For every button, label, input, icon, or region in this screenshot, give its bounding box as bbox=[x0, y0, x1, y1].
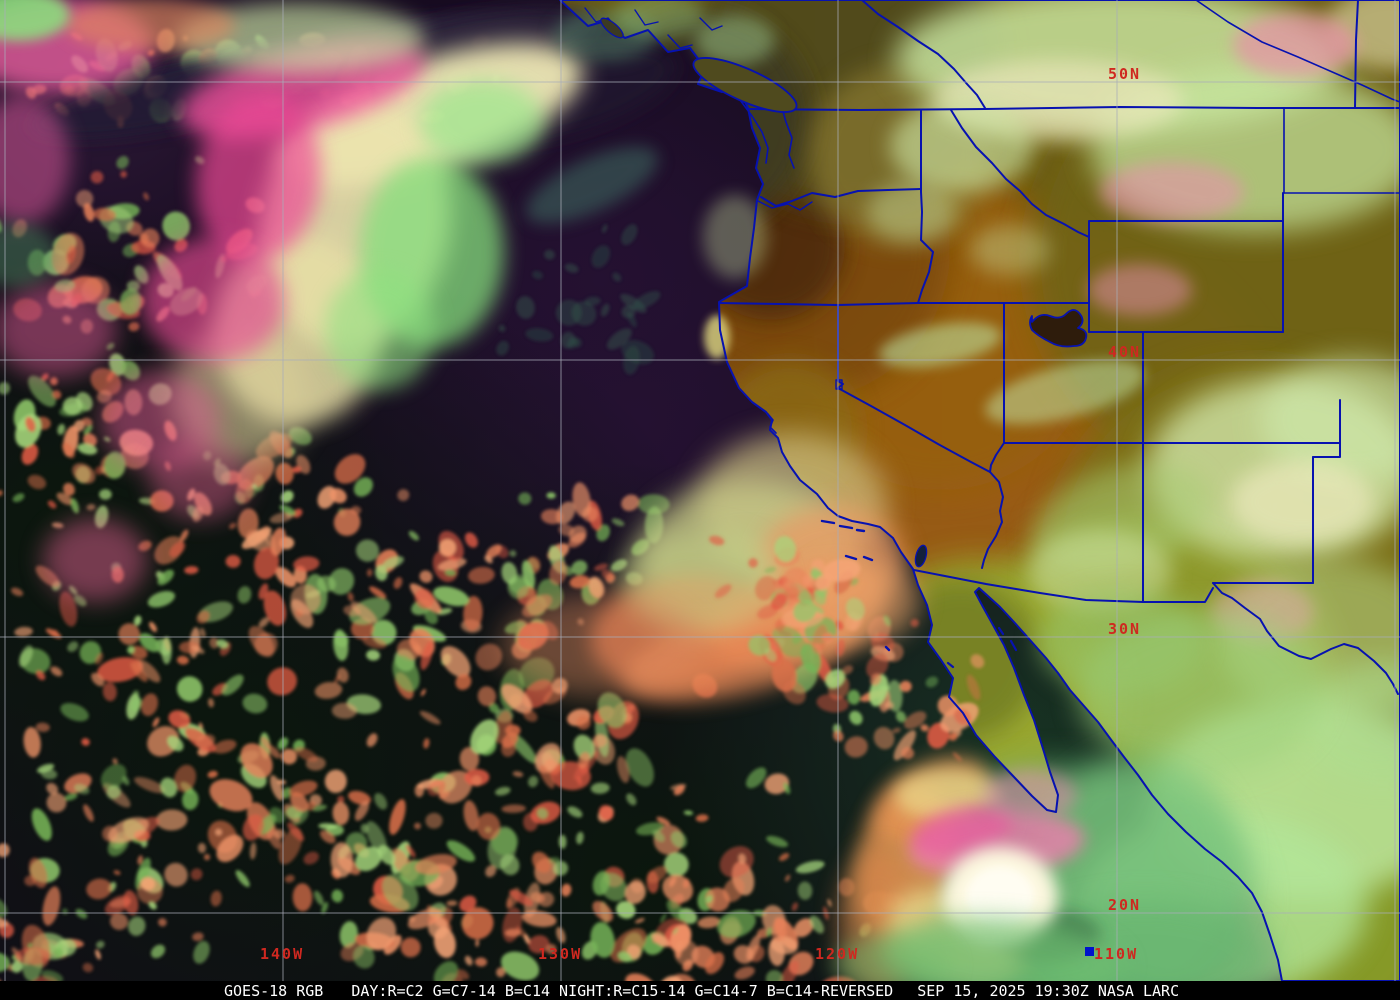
puget-sound bbox=[781, 107, 795, 169]
great-salt-lake bbox=[1029, 309, 1088, 348]
id-mt-border bbox=[950, 109, 1090, 238]
latitude-label: 40N bbox=[1108, 343, 1142, 361]
longitude-label: 140W bbox=[260, 945, 305, 963]
us-mexico-border bbox=[913, 569, 1214, 603]
vancouver-island bbox=[692, 57, 798, 113]
caption-timestamp: SEP 15, 2025 19:30Z NASA LARC bbox=[917, 981, 1180, 1000]
rio-grande bbox=[1212, 582, 1399, 695]
wa-id-or-border bbox=[917, 110, 934, 304]
bc-ab-border bbox=[861, 0, 986, 109]
columbia-river bbox=[757, 200, 813, 211]
sf-bay bbox=[767, 413, 777, 434]
state-border-layer bbox=[559, 0, 1400, 982]
co-east-border bbox=[1312, 399, 1341, 458]
wa-or-border bbox=[760, 188, 922, 207]
parallel-42n-borders bbox=[718, 302, 1090, 306]
longitude-label: 130W bbox=[538, 945, 583, 963]
latitude-label: 20N bbox=[1108, 896, 1142, 914]
coastal-island bbox=[600, 17, 624, 39]
data-marker-square bbox=[1085, 947, 1094, 956]
longitude-label: 120W bbox=[815, 945, 860, 963]
latitude-label: 50N bbox=[1108, 65, 1142, 83]
nv-az-border bbox=[989, 442, 1005, 473]
stratus-cloud-speckles bbox=[709, 535, 985, 762]
salton-sea bbox=[914, 544, 928, 568]
caption-bar: GOES-18 RGB DAY:R=C2 G=C7-14 B=C14 NIGHT… bbox=[0, 981, 1400, 1000]
latitude-label: 30N bbox=[1108, 620, 1142, 638]
lake-tahoe bbox=[835, 379, 843, 390]
river-top-right bbox=[1195, 0, 1400, 103]
channel-islands bbox=[820, 519, 891, 652]
caption-product: GOES-18 RGB bbox=[224, 981, 324, 1000]
longitude-label: 110W bbox=[1094, 945, 1139, 963]
sk-mb-border bbox=[1354, 0, 1359, 109]
caption-rgb-recipe: DAY:R=C2 G=C7-14 B=C14 NIGHT:R=C15-14 G=… bbox=[351, 981, 894, 1000]
gulf-islands bbox=[946, 626, 1018, 669]
